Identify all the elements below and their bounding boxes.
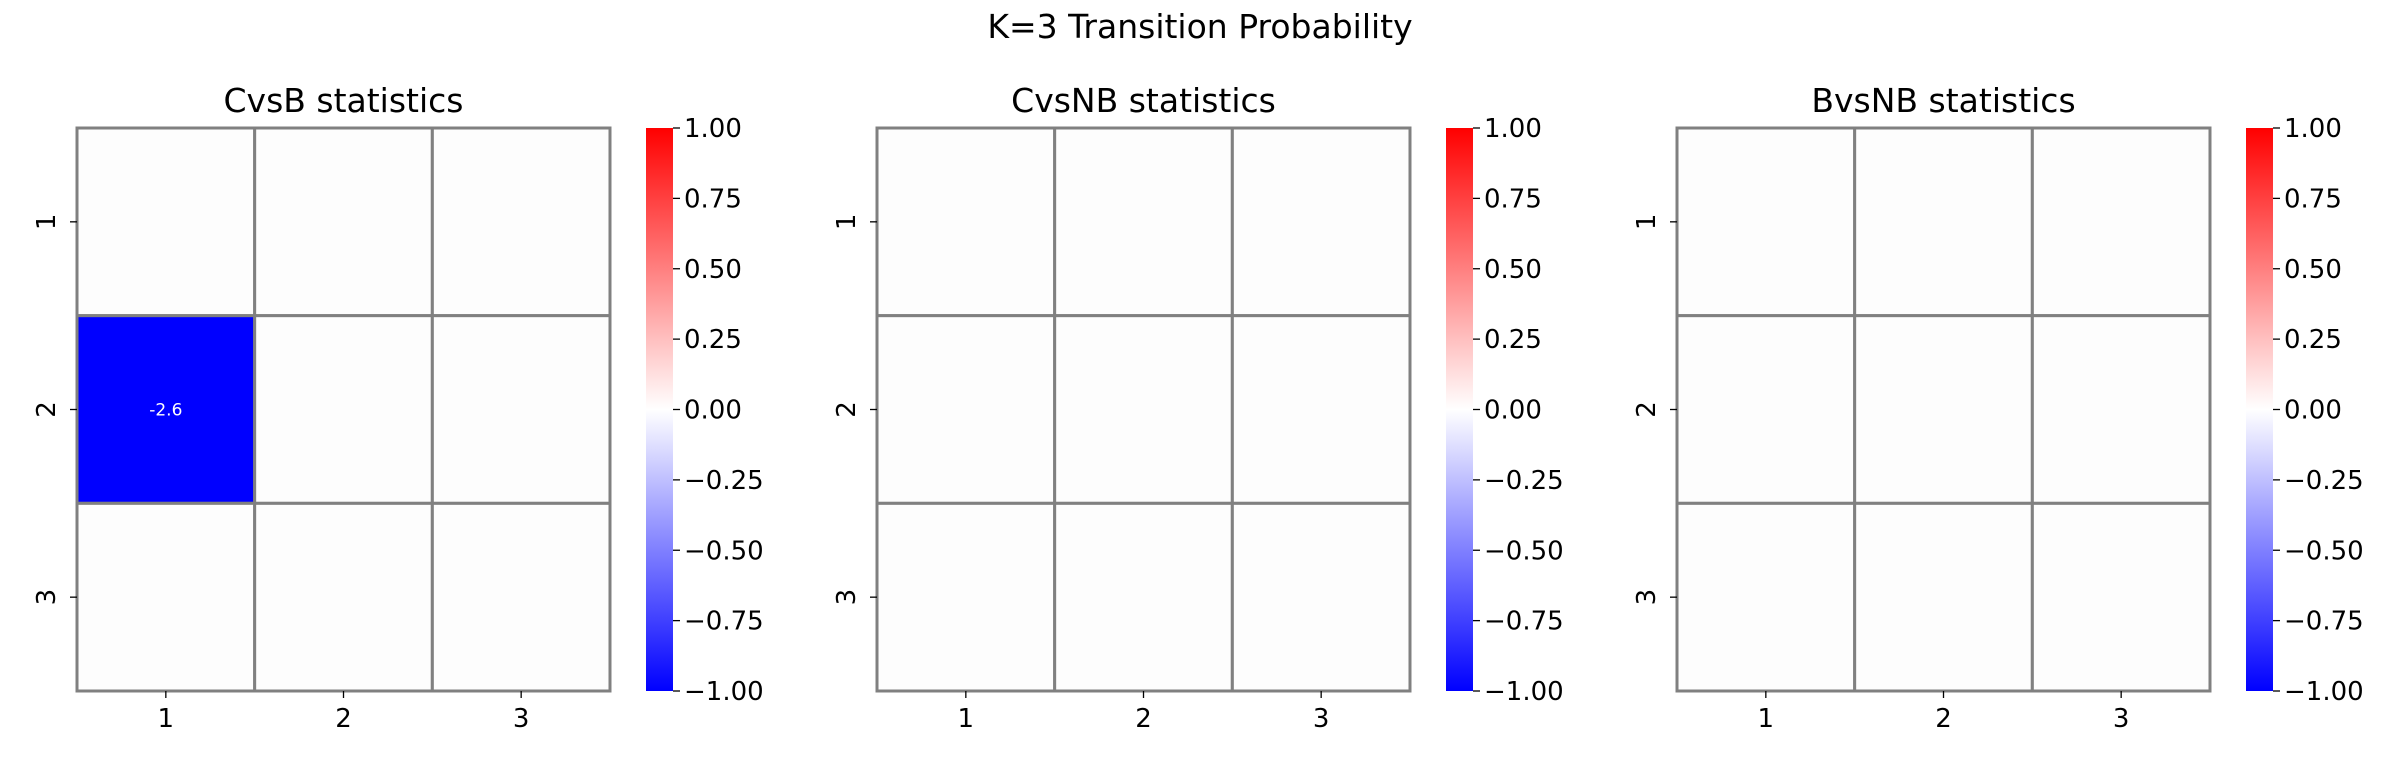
x-tick-label: 3 [513,704,530,734]
colorbar-tick-label: 0.00 [684,396,742,426]
x-tick-label: 3 [1313,704,1330,734]
colorbar-tick-label: 0.75 [684,184,742,214]
colorbar: 1.00 0.75 0.50 0.25 0.00 −0.25 −0.50 −0.75 −1.00 [2246,114,2364,707]
heatmap-cell-r1-c1 [875,126,1057,318]
heatmap-cell-r2-c2 [1853,314,2034,505]
x-tick-label: 3 [2113,704,2130,734]
colorbar-tick-label: −0.50 [684,536,764,566]
heatmap-cell-r1-c3 [2030,126,2212,318]
colorbar-gradient [1446,128,1473,691]
x-tick-label: 1 [958,704,975,734]
y-tick-label: 2 [832,401,862,418]
x-tick-label: 2 [1135,704,1152,734]
heatmap-cell-r3-c1 [75,501,257,693]
panel-title: CvsB statistics [224,81,464,120]
colorbar-tick-label: −0.75 [684,607,764,637]
colorbar-tick-label: 0.25 [2284,325,2342,355]
heatmap-cell-r3-c1 [1675,501,1857,693]
colorbar-tick-label: 1.00 [1484,114,1542,144]
colorbar-tick-label: −0.75 [2284,607,2364,637]
colorbar: 1.00 0.75 0.50 0.25 0.00 −0.25 −0.50 −0.75 −1.00 [646,114,764,707]
heatmap-cell-r3-c3 [2030,501,2212,693]
colorbar-tick-label: 0.75 [1484,184,1542,214]
colorbar-tick-label: 0.50 [1484,255,1542,285]
cell-annotation: -2.6 [149,401,182,421]
heatmap-cell-r3-c3 [430,501,612,693]
colorbar-tick-label: −0.50 [2284,536,2364,566]
panel-title: CvsNB statistics [1011,81,1276,120]
heatmap-cell-r1-c2 [1053,126,1234,318]
y-tick-label: 1 [832,214,862,231]
heatmap-panels: CvsB statistics -2.6 1 2 3 1 2 3 1.00 0.75 0.50 0.2… [32,81,2364,734]
heatmap-cell-r1-c3 [1230,126,1412,318]
colorbar: 1.00 0.75 0.50 0.25 0.00 −0.25 −0.50 −0.75 −1.00 [1446,114,1564,707]
y-tick-label: 1 [1632,214,1662,231]
colorbar-tick-label: −0.75 [1484,607,1564,637]
colorbar-tick-label: 0.25 [1484,325,1542,355]
heatmap-cell-r1-c1 [75,126,257,318]
heatmap-cell-r1-c3 [430,126,612,318]
y-tick-label: 2 [32,401,62,418]
heatmap-cell-r2-c1 [875,314,1057,505]
colorbar-tick-label: −0.25 [1484,466,1564,496]
x-tick-label: 2 [335,704,352,734]
heatmap-panel-1: CvsB statistics -2.6 1 2 3 1 2 3 1.00 0.75 0.50 0.2… [32,81,764,734]
heatmap-cell-r2-c3 [1230,314,1412,505]
heatmap-cell-r1-c2 [253,126,434,318]
heatmap-cell-r3-c2 [253,501,434,693]
panel-title: BvsNB statistics [1811,81,2075,120]
heatmap-cell-r3-c2 [1053,501,1234,693]
colorbar-gradient [2246,128,2273,691]
y-tick-label: 2 [1632,401,1662,418]
y-tick-label: 3 [832,589,862,606]
heatmap-cell-r3-c2 [1853,501,2034,693]
heatmap-cell-r2-c1 [1675,314,1857,505]
heatmap-cell-r1-c1 [1675,126,1857,318]
heatmap-cell-r2-c3 [2030,314,2212,505]
colorbar-tick-label: −1.00 [1484,677,1564,707]
y-tick-label: 3 [32,589,62,606]
colorbar-tick-label: 0.75 [2284,184,2342,214]
heatmap-cell-r2-c2 [253,314,434,505]
colorbar-tick-label: 0.00 [1484,396,1542,426]
colorbar-tick-label: −1.00 [684,677,764,707]
colorbar-tick-label: 1.00 [2284,114,2342,144]
colorbar-tick-label: 0.50 [2284,255,2342,285]
colorbar-tick-label: −0.25 [2284,466,2364,496]
x-tick-label: 2 [1935,704,1952,734]
x-tick-label: 1 [1758,704,1775,734]
x-tick-label: 1 [158,704,175,734]
colorbar-tick-label: 0.00 [2284,396,2342,426]
heatmap-cell-r2-c3 [430,314,612,505]
heatmap-panel-3: BvsNB statistics 1 2 3 1 2 3 1.00 0.75 0.50 0.25 0.… [1632,81,2364,734]
colorbar-tick-label: −1.00 [2284,677,2364,707]
y-tick-label: 3 [1632,589,1662,606]
heatmap-cell-r2-c1 [75,314,257,505]
y-tick-label: 1 [32,214,62,231]
colorbar-tick-label: −0.50 [1484,536,1564,566]
figure-suptitle: K=3 Transition Probability [987,7,1412,46]
heatmap-cell-r3-c1 [875,501,1057,693]
colorbar-gradient [646,128,673,691]
colorbar-tick-label: −0.25 [684,466,764,496]
heatmap-cell-r1-c2 [1853,126,2034,318]
heatmap-panel-2: CvsNB statistics 1 2 3 1 2 3 1.00 0.75 0.50 0.25 0.… [832,81,1564,734]
heatmap-cell-r3-c3 [1230,501,1412,693]
heatmap-cell-r2-c2 [1053,314,1234,505]
colorbar-tick-label: 0.25 [684,325,742,355]
colorbar-tick-label: 0.50 [684,255,742,285]
colorbar-tick-label: 1.00 [684,114,742,144]
